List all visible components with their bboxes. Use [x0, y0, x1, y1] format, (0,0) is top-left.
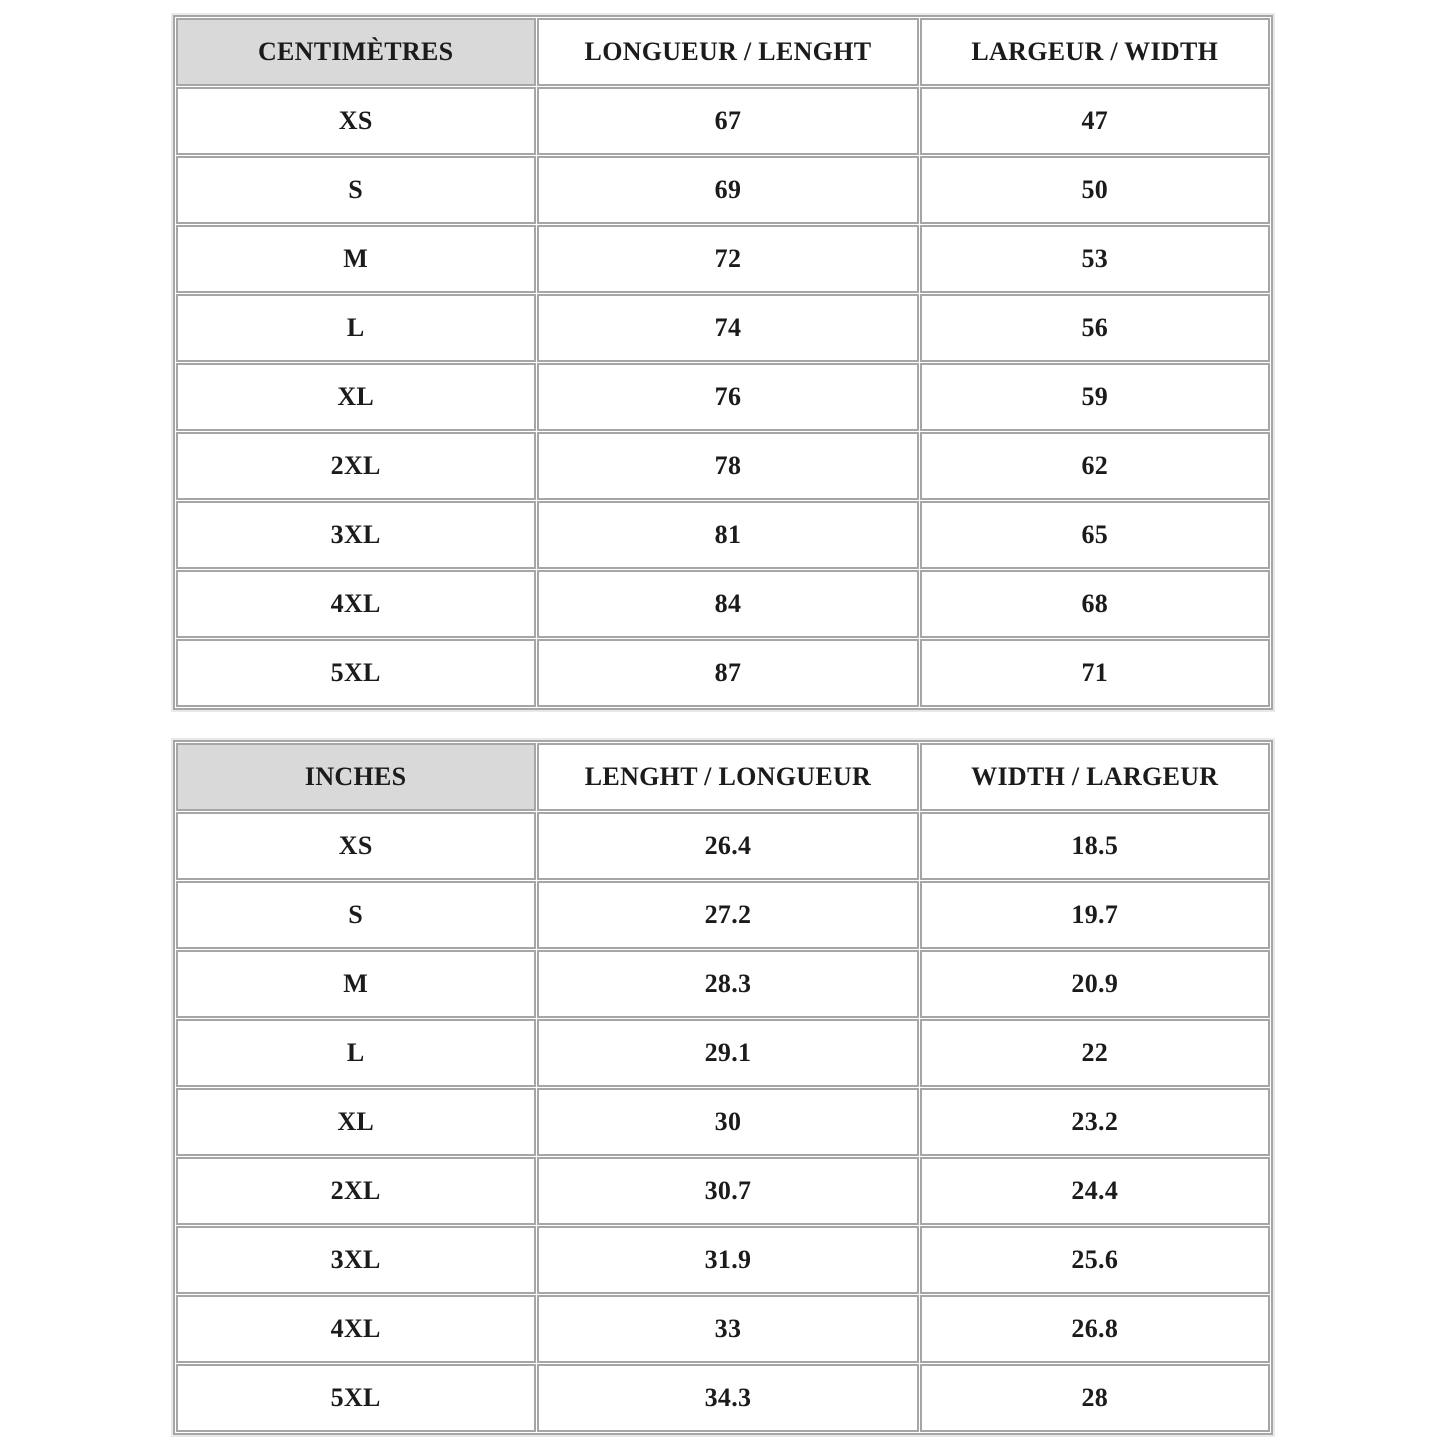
width-value-cell: 50 [920, 156, 1270, 224]
header-row: CENTIMÈTRES LONGUEUR / LENGHT LARGEUR / … [175, 18, 1270, 86]
size-label-cell: 2XL [175, 1157, 536, 1225]
size-label-cell: 5XL [175, 1364, 536, 1432]
table-row: 3XL 31.9 25.6 [175, 1226, 1270, 1294]
centimeters-size-table: CENTIMÈTRES LONGUEUR / LENGHT LARGEUR / … [172, 15, 1273, 710]
width-value-cell: 24.4 [920, 1157, 1270, 1225]
size-label-cell: M [175, 225, 536, 293]
size-label-cell: 5XL [175, 639, 536, 707]
width-value-cell: 23.2 [920, 1088, 1270, 1156]
table-row: 5XL 87 71 [175, 639, 1270, 707]
width-value-cell: 26.8 [920, 1295, 1270, 1363]
width-value-cell: 68 [920, 570, 1270, 638]
size-label-cell: L [175, 294, 536, 362]
table-row: 4XL 33 26.8 [175, 1295, 1270, 1363]
length-value-cell: 78 [536, 432, 920, 500]
table-row: 2XL 30.7 24.4 [175, 1157, 1270, 1225]
width-value-cell: 20.9 [920, 950, 1270, 1018]
length-value-cell: 67 [536, 87, 920, 155]
table-row: XS 67 47 [175, 87, 1270, 155]
table-row: 3XL 81 65 [175, 501, 1270, 569]
table-row: M 28.3 20.9 [175, 950, 1270, 1018]
length-value-cell: 69 [536, 156, 920, 224]
table-row: L 74 56 [175, 294, 1270, 362]
table-row: L 29.1 22 [175, 1019, 1270, 1087]
size-label-cell: 3XL [175, 501, 536, 569]
length-value-cell: 28.3 [536, 950, 920, 1018]
inches-size-table: INCHES LENGHT / LONGUEUR WIDTH / LARGEUR… [172, 740, 1273, 1435]
length-value-cell: 84 [536, 570, 920, 638]
width-value-cell: 18.5 [920, 812, 1270, 880]
length-value-cell: 29.1 [536, 1019, 920, 1087]
table-row: S 69 50 [175, 156, 1270, 224]
width-value-cell: 19.7 [920, 881, 1270, 949]
table-row: 5XL 34.3 28 [175, 1364, 1270, 1432]
size-label-cell: XL [175, 363, 536, 431]
length-value-cell: 26.4 [536, 812, 920, 880]
width-value-cell: 59 [920, 363, 1270, 431]
length-header-cell: LENGHT / LONGUEUR [536, 743, 920, 811]
table-row: XS 26.4 18.5 [175, 812, 1270, 880]
size-label-cell: 4XL [175, 1295, 536, 1363]
table-row: 2XL 78 62 [175, 432, 1270, 500]
size-label-cell: M [175, 950, 536, 1018]
size-label-cell: L [175, 1019, 536, 1087]
size-label-cell: XL [175, 1088, 536, 1156]
length-value-cell: 87 [536, 639, 920, 707]
length-value-cell: 74 [536, 294, 920, 362]
size-label-cell: S [175, 881, 536, 949]
table-row: XL 76 59 [175, 363, 1270, 431]
unit-header-cell: INCHES [175, 743, 536, 811]
length-value-cell: 33 [536, 1295, 920, 1363]
size-label-cell: S [175, 156, 536, 224]
unit-header-cell: CENTIMÈTRES [175, 18, 536, 86]
width-value-cell: 62 [920, 432, 1270, 500]
width-value-cell: 71 [920, 639, 1270, 707]
width-value-cell: 47 [920, 87, 1270, 155]
header-row: INCHES LENGHT / LONGUEUR WIDTH / LARGEUR [175, 743, 1270, 811]
width-value-cell: 22 [920, 1019, 1270, 1087]
width-value-cell: 65 [920, 501, 1270, 569]
table-row: M 72 53 [175, 225, 1270, 293]
size-label-cell: 3XL [175, 1226, 536, 1294]
table-row: 4XL 84 68 [175, 570, 1270, 638]
length-value-cell: 81 [536, 501, 920, 569]
size-label-cell: XS [175, 87, 536, 155]
width-value-cell: 28 [920, 1364, 1270, 1432]
width-value-cell: 25.6 [920, 1226, 1270, 1294]
table-row: XL 30 23.2 [175, 1088, 1270, 1156]
length-value-cell: 76 [536, 363, 920, 431]
length-value-cell: 72 [536, 225, 920, 293]
length-value-cell: 34.3 [536, 1364, 920, 1432]
length-value-cell: 30.7 [536, 1157, 920, 1225]
width-value-cell: 56 [920, 294, 1270, 362]
size-label-cell: 2XL [175, 432, 536, 500]
table-row: S 27.2 19.7 [175, 881, 1270, 949]
length-header-cell: LONGUEUR / LENGHT [536, 18, 920, 86]
width-value-cell: 53 [920, 225, 1270, 293]
size-label-cell: 4XL [175, 570, 536, 638]
length-value-cell: 27.2 [536, 881, 920, 949]
width-header-cell: WIDTH / LARGEUR [920, 743, 1270, 811]
width-header-cell: LARGEUR / WIDTH [920, 18, 1270, 86]
size-label-cell: XS [175, 812, 536, 880]
length-value-cell: 31.9 [536, 1226, 920, 1294]
length-value-cell: 30 [536, 1088, 920, 1156]
